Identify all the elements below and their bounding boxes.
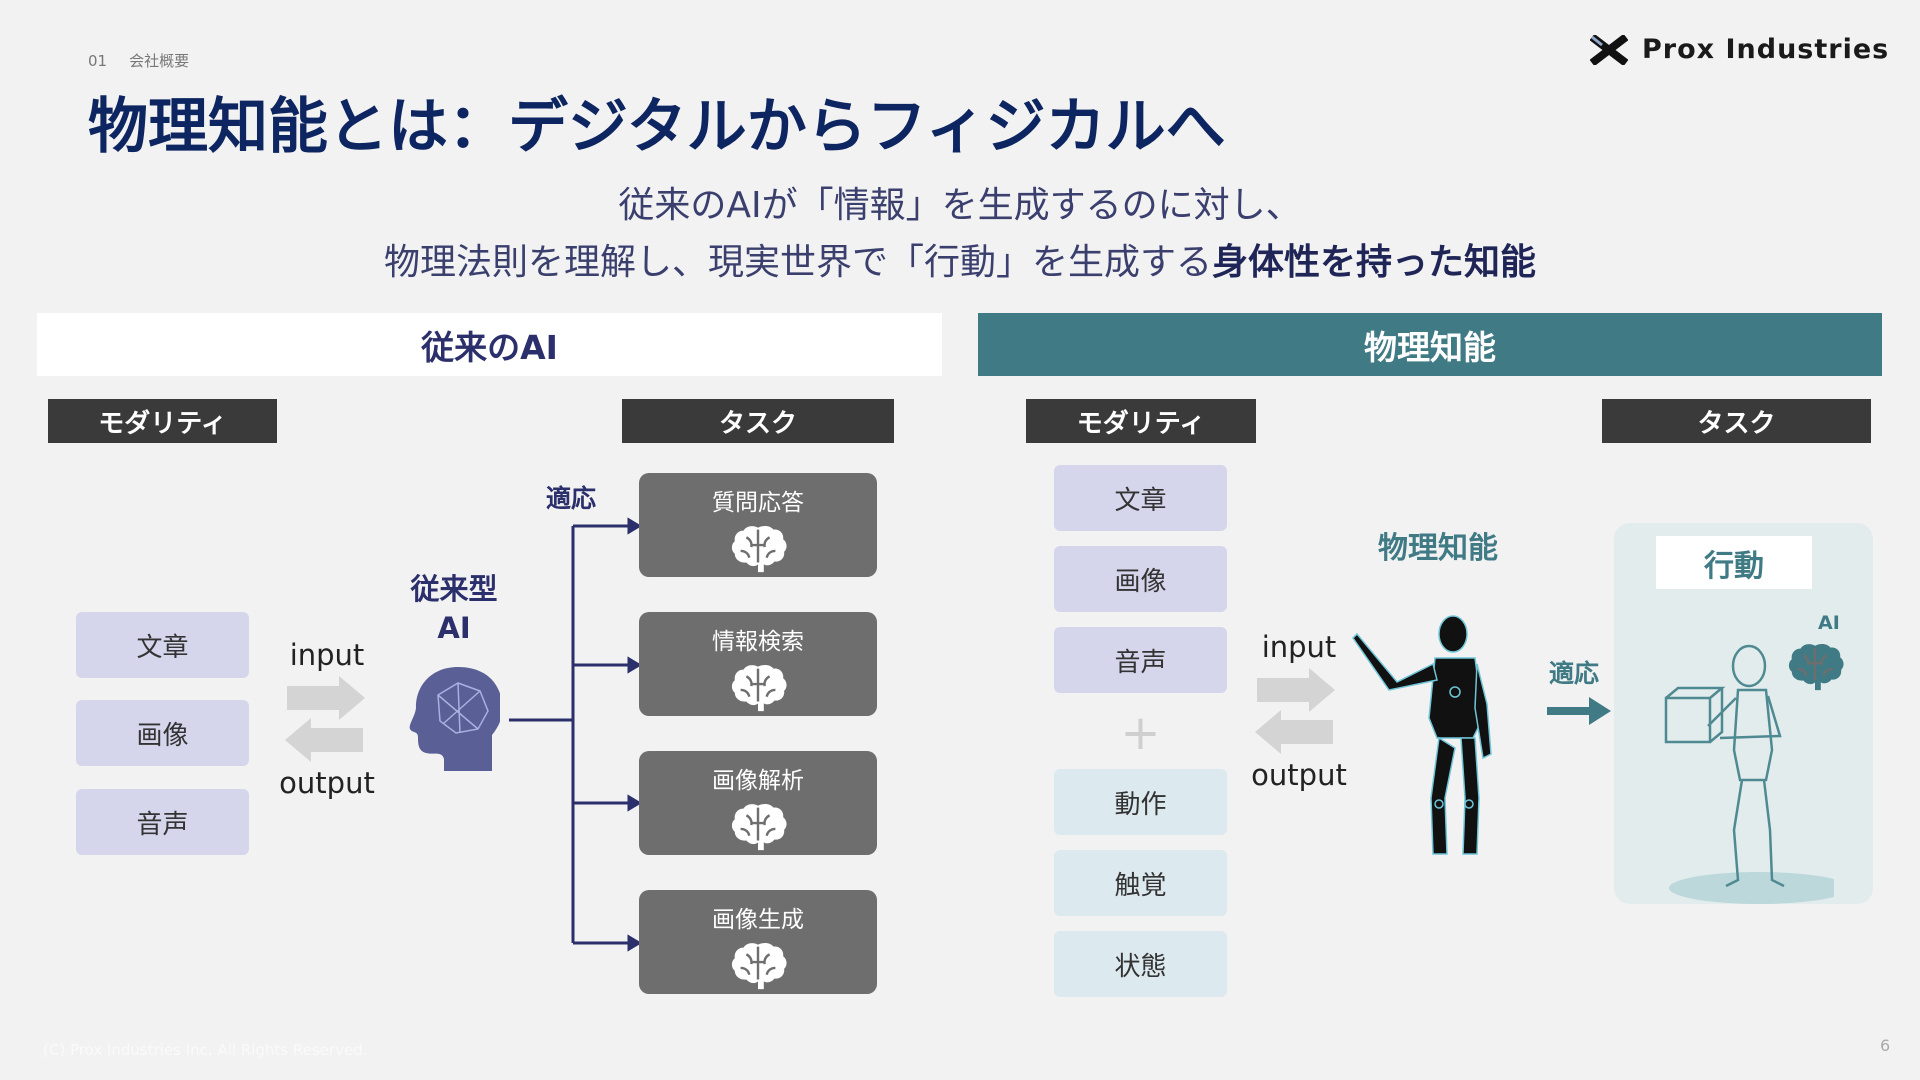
action-label: 行動 bbox=[1656, 536, 1812, 589]
right-input-label: input bbox=[1261, 630, 1337, 664]
task-label: 画像解析 bbox=[712, 768, 804, 794]
task-qa: 質問応答 bbox=[639, 473, 877, 577]
left-modality-label: モダリティ bbox=[48, 399, 277, 443]
section-indicator: 01 会社概要 bbox=[88, 50, 211, 71]
task-label: 質問応答 bbox=[712, 490, 804, 516]
brand-logo: Prox Industries bbox=[1590, 34, 1889, 65]
right-heading: 物理知能 bbox=[978, 313, 1882, 376]
plus-sign: + bbox=[1120, 705, 1161, 761]
prox-x-icon bbox=[1590, 34, 1628, 65]
task-search: 情報検索 bbox=[639, 612, 877, 716]
page-number: 6 bbox=[1880, 1036, 1891, 1055]
modality-text: 文章 bbox=[1054, 465, 1227, 531]
right-modality-label: モダリティ bbox=[1026, 399, 1256, 443]
left-heading: 従来のAI bbox=[37, 313, 942, 376]
left-task-label: タスク bbox=[622, 399, 894, 443]
modality-audio: 音声 bbox=[1054, 627, 1227, 693]
modality-text: 文章 bbox=[76, 612, 249, 678]
task-image-analysis: 画像解析 bbox=[639, 751, 877, 855]
physical-ai-label: 物理知能 bbox=[1378, 531, 1498, 566]
modality-image: 画像 bbox=[76, 700, 249, 766]
modality-state: 状態 bbox=[1054, 931, 1227, 997]
humanoid-robot-icon bbox=[1352, 615, 1492, 855]
modality-image: 画像 bbox=[1054, 546, 1227, 612]
modality-audio: 音声 bbox=[76, 789, 249, 855]
subtitle-line-2: 物理法則を理解し、現実世界で「行動」を生成する身体性を持った知能 bbox=[0, 233, 1920, 285]
brand-name: Prox Industries bbox=[1642, 34, 1890, 65]
task-label: 情報検索 bbox=[712, 629, 804, 655]
section-number: 01 bbox=[88, 52, 108, 70]
modality-motion: 動作 bbox=[1054, 769, 1227, 835]
model-line-1: 従来型 bbox=[410, 572, 498, 606]
ai-badge: AI bbox=[1818, 612, 1840, 634]
section-label: 会社概要 bbox=[129, 52, 190, 70]
task-image-generation: 画像生成 bbox=[639, 890, 877, 994]
brain-icon bbox=[729, 662, 787, 712]
ai-head-icon bbox=[409, 667, 500, 771]
right-task-label: タスク bbox=[1602, 399, 1871, 443]
action-panel: 行動 AI bbox=[1614, 523, 1873, 904]
adapt-arrow-icon bbox=[1547, 697, 1611, 725]
right-adapt-label: 適応 bbox=[1549, 659, 1600, 688]
input-output-arrows-icon bbox=[1255, 668, 1335, 754]
subtitle-plain: 物理法則を理解し、現実世界で「行動」を生成する bbox=[383, 242, 1212, 283]
subtitle-line-1: 従来のAIが「情報」を生成するのに対し、 bbox=[618, 185, 1302, 226]
page-title: 物理知能とは：デジタルからフィジカルへ bbox=[88, 92, 1226, 162]
subtitle-emphasis: 身体性を持った知能 bbox=[1212, 242, 1537, 283]
left-input-label: input bbox=[289, 638, 365, 672]
right-output-label: output bbox=[1251, 758, 1347, 792]
conventional-ai-label: 従来型 AI bbox=[394, 570, 514, 648]
copyright: (C) Prox Industries Inc. All Rights Rese… bbox=[43, 1041, 368, 1059]
model-line-2: AI bbox=[437, 611, 471, 645]
input-output-arrows-icon bbox=[285, 676, 365, 762]
brain-icon bbox=[729, 940, 787, 990]
left-output-label: output bbox=[279, 766, 375, 800]
modality-touch: 触覚 bbox=[1054, 850, 1227, 916]
mannequin-carrying-box-icon bbox=[1664, 644, 1834, 904]
brain-icon bbox=[729, 523, 787, 573]
left-adapt-label: 適応 bbox=[546, 484, 597, 513]
task-connector-lines bbox=[509, 517, 642, 952]
brain-icon bbox=[729, 801, 787, 851]
task-label: 画像生成 bbox=[712, 907, 804, 933]
